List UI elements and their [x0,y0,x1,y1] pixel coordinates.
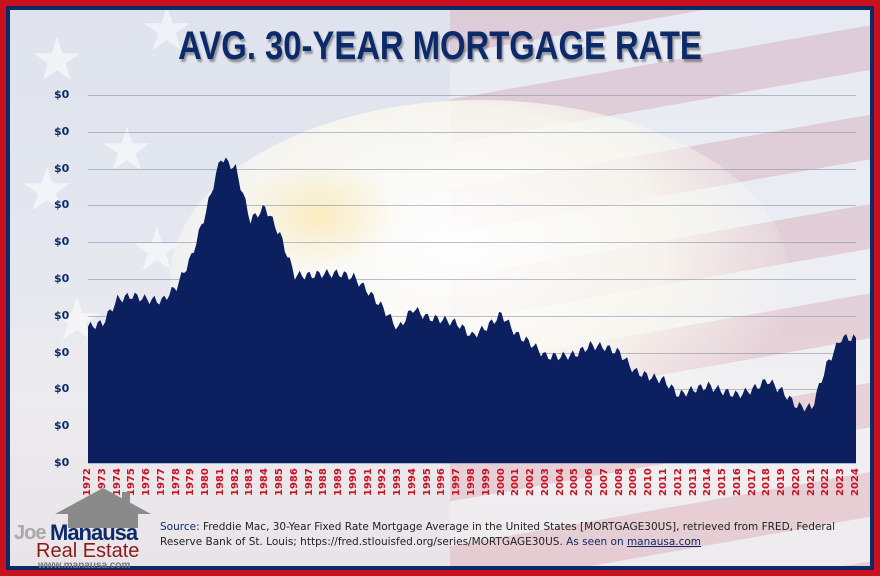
x-tick-label: 2006 [584,468,596,496]
x-tick-label: 1989 [333,468,345,496]
x-tick-label: 2011 [658,468,669,496]
x-tick-label: 1997 [451,468,463,496]
x-tick-label: 1981 [214,468,226,496]
x-tick-label: 2017 [746,468,758,496]
house-icon [55,488,151,514]
x-tick-label: 2022 [820,468,832,496]
y-tick-label: $0 [54,161,70,175]
mortgage-rate-area [88,157,856,463]
y-tick-label: $0 [54,198,70,212]
x-tick-label: 1992 [377,468,389,496]
gridline [88,242,856,244]
source-note: Source: Freddie Mac, 30-Year Fixed Rate … [160,520,860,550]
source-lead: Source: [160,521,200,533]
x-tick-label: 1995 [421,468,433,496]
x-tick-label: 1991 [362,468,374,496]
y-tick-label: $0 [54,419,70,433]
y-tick-label: $0 [54,308,70,322]
company-logo[interactable]: Joe Manausa Real Estate www.manausa.com [10,488,160,571]
x-tick-label: 1987 [303,468,315,496]
star-icon: ★ [140,10,194,65]
star-icon: ★ [100,115,154,185]
y-tick-label: $0 [54,88,70,101]
logo-real-estate: Real Estate [36,540,140,562]
x-tick-label: 1979 [185,468,197,496]
star-icon: ★ [30,25,84,95]
x-tick-label: 1982 [229,468,241,496]
x-tick-label: 1986 [288,468,300,496]
x-tick-label: 2005 [569,468,581,496]
y-tick-label: $0 [54,124,70,138]
gridline [88,205,856,207]
x-tick-label: 1999 [480,468,492,496]
gridline [88,279,856,280]
x-tick-label: 2000 [495,468,507,496]
x-tick-label: 2003 [539,468,551,496]
x-tick-label: 1998 [466,468,477,496]
x-tick-label: 2023 [835,468,847,496]
x-tick-label: 1993 [392,468,404,496]
x-tick-label: 2012 [672,468,684,496]
x-tick-label: 1990 [347,468,359,496]
chimney-icon [122,492,130,508]
source-text: Freddie Mac, 30-Year Fixed Rate Mortgage… [160,521,836,548]
x-tick-label: 1980 [200,468,212,496]
logo-joe: Joe [14,522,46,544]
x-tick-label: 2013 [687,468,699,496]
x-tick-label: 2007 [598,468,610,496]
x-tick-label: 2004 [554,468,566,496]
y-tick-label: $0 [54,345,70,359]
x-tick-label: 2001 [510,468,522,496]
x-tick-label: 2015 [717,468,729,496]
logo-manausa: Manausa [50,520,138,545]
star-icon: ★ [20,155,74,225]
x-tick-label: 2020 [790,468,802,496]
logo-url: www.manausa.com [38,560,131,571]
x-tick-label: 1996 [436,468,448,496]
y-tick-label: $0 [54,235,70,249]
x-tick-label: 1984 [259,468,271,496]
gridline [88,315,856,317]
x-tick-label: 1983 [244,468,256,496]
x-tick-label: 2002 [525,468,537,496]
house-body-icon [68,512,138,528]
source-site-link[interactable]: manausa.com [626,536,702,548]
gridline [88,168,856,170]
gridline [88,95,856,96]
x-tick-label: 2016 [731,468,743,496]
y-tick-label: $0 [54,456,70,469]
x-tick-label: 1994 [406,468,418,496]
x-tick-label: 2019 [776,468,788,496]
x-tick-label: 1978 [170,468,182,496]
x-tick-label: 2024 [850,468,861,496]
y-tick-label: $0 [54,272,70,285]
x-tick-label: 1985 [274,468,285,496]
x-tick-label: 2008 [613,468,625,496]
gridline [88,131,856,133]
x-tick-label: 2018 [761,468,773,496]
x-tick-label: 2009 [628,468,640,496]
y-tick-label: $0 [54,382,70,396]
source-seen-on: As seen on [562,536,627,548]
chart-title: AVG. 30-YEAR MORTGAGE RATE [178,24,702,68]
x-tick-label: 2010 [643,468,655,496]
x-tick-label: 1988 [318,468,330,496]
x-tick-label: 2021 [805,468,817,496]
gridline [88,463,856,464]
x-tick-label: 2014 [702,468,714,496]
